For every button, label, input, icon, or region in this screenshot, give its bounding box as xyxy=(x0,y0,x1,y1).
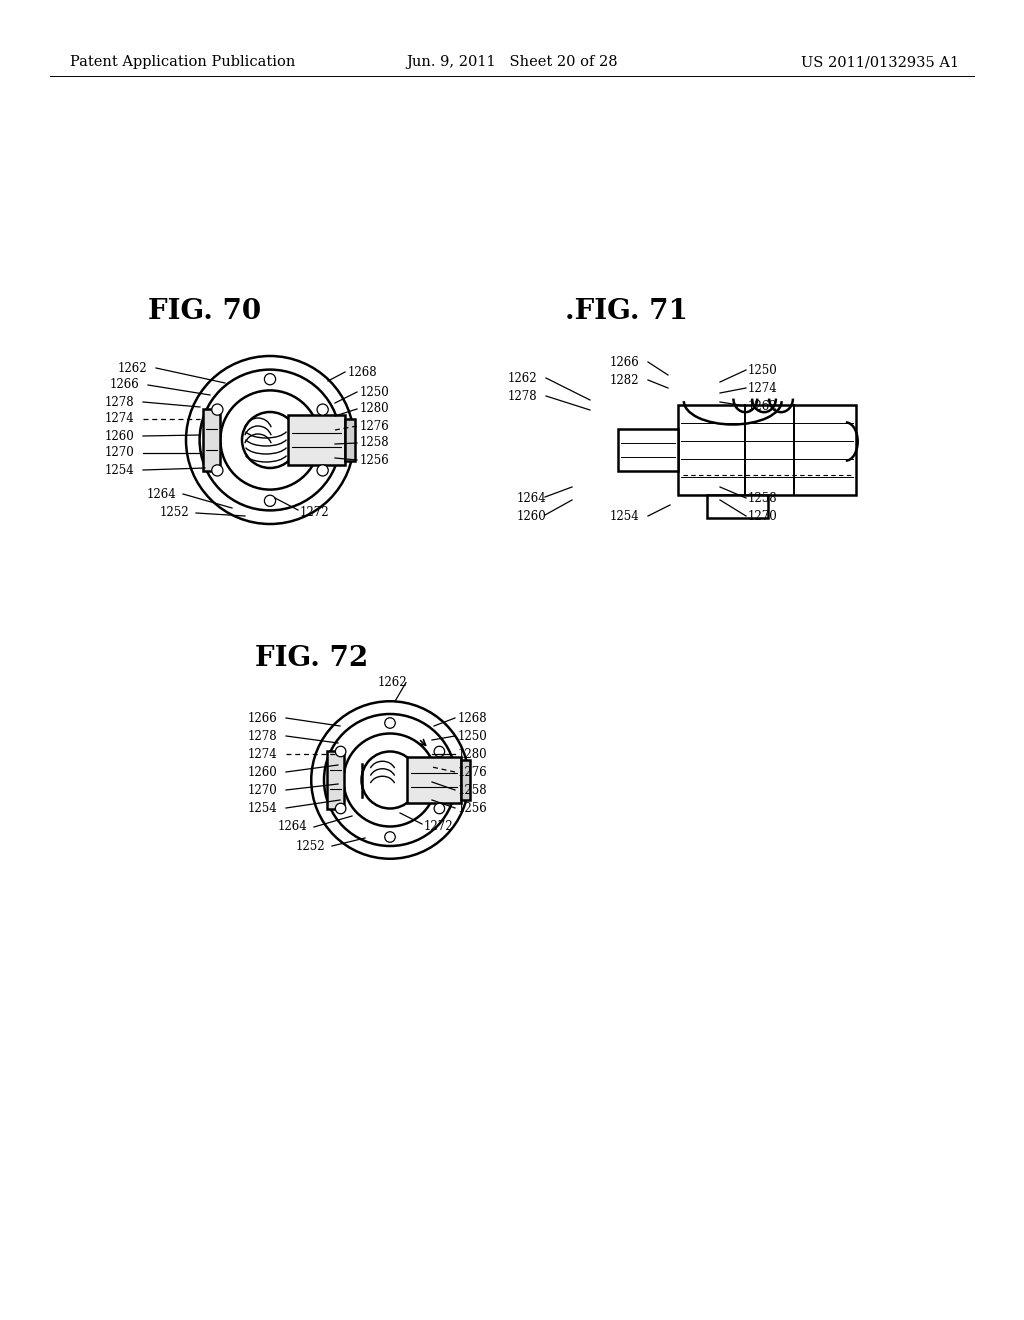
Circle shape xyxy=(317,404,329,416)
Text: 1260: 1260 xyxy=(248,766,278,779)
Text: 1270: 1270 xyxy=(748,510,778,523)
Text: 1260: 1260 xyxy=(105,429,135,442)
Text: 1270: 1270 xyxy=(105,446,135,459)
Bar xyxy=(618,429,678,471)
Text: FIG. 70: FIG. 70 xyxy=(148,298,261,325)
Bar xyxy=(345,418,354,461)
Bar xyxy=(203,409,220,471)
Text: 1258: 1258 xyxy=(360,437,389,450)
Circle shape xyxy=(385,832,395,842)
Text: 1272: 1272 xyxy=(424,821,454,833)
Circle shape xyxy=(434,804,444,813)
Text: 1262: 1262 xyxy=(118,362,147,375)
Text: 1254: 1254 xyxy=(248,801,278,814)
Circle shape xyxy=(336,746,346,756)
Bar xyxy=(327,751,343,809)
Text: 1250: 1250 xyxy=(458,730,487,742)
Text: US 2011/0132935 A1: US 2011/0132935 A1 xyxy=(801,55,959,69)
Bar xyxy=(461,760,469,800)
Circle shape xyxy=(336,804,346,813)
Bar xyxy=(708,495,768,519)
Text: FIG. 72: FIG. 72 xyxy=(255,645,369,672)
Text: 1250: 1250 xyxy=(748,363,778,376)
Text: 1282: 1282 xyxy=(610,374,640,387)
Circle shape xyxy=(264,495,275,507)
Text: 1276: 1276 xyxy=(458,766,487,779)
Text: 1260: 1260 xyxy=(517,510,547,523)
Text: 1268: 1268 xyxy=(458,711,487,725)
Text: Jun. 9, 2011   Sheet 20 of 28: Jun. 9, 2011 Sheet 20 of 28 xyxy=(407,55,617,69)
Text: 1274: 1274 xyxy=(748,381,778,395)
Text: 1278: 1278 xyxy=(248,730,278,742)
Circle shape xyxy=(264,374,275,385)
Text: 1274: 1274 xyxy=(248,747,278,760)
Text: 1272: 1272 xyxy=(300,507,330,520)
Text: 1274: 1274 xyxy=(105,412,135,425)
Text: 1262: 1262 xyxy=(748,400,777,412)
Circle shape xyxy=(311,701,469,859)
Text: 1280: 1280 xyxy=(458,747,487,760)
Text: 1264: 1264 xyxy=(278,821,308,833)
Text: 1262: 1262 xyxy=(378,676,408,689)
Text: 1280: 1280 xyxy=(360,403,389,416)
Text: 1250: 1250 xyxy=(360,385,390,399)
Text: 1266: 1266 xyxy=(248,711,278,725)
Circle shape xyxy=(434,746,444,756)
Text: 1254: 1254 xyxy=(610,510,640,523)
Text: .FIG. 71: .FIG. 71 xyxy=(565,298,688,325)
Text: 1266: 1266 xyxy=(610,355,640,368)
Text: 1254: 1254 xyxy=(105,463,135,477)
Text: 1252: 1252 xyxy=(160,507,189,520)
Text: 1258: 1258 xyxy=(748,491,777,504)
Text: 1258: 1258 xyxy=(458,784,487,796)
Text: 1262: 1262 xyxy=(508,371,538,384)
Text: 1264: 1264 xyxy=(147,487,177,500)
Circle shape xyxy=(317,465,329,477)
Circle shape xyxy=(212,404,223,416)
Text: 1278: 1278 xyxy=(508,389,538,403)
Text: 1278: 1278 xyxy=(105,396,134,408)
Circle shape xyxy=(186,356,354,524)
Text: 1276: 1276 xyxy=(360,420,390,433)
Circle shape xyxy=(212,465,223,477)
Text: 1268: 1268 xyxy=(348,366,378,379)
Text: 1256: 1256 xyxy=(360,454,390,466)
Text: 1256: 1256 xyxy=(458,801,487,814)
Bar xyxy=(288,416,345,465)
Text: 1270: 1270 xyxy=(248,784,278,796)
Text: 1252: 1252 xyxy=(296,840,326,853)
Bar xyxy=(678,405,856,495)
Text: 1264: 1264 xyxy=(517,491,547,504)
Bar xyxy=(407,756,461,804)
Circle shape xyxy=(385,718,395,729)
Text: Patent Application Publication: Patent Application Publication xyxy=(70,55,295,69)
Text: 1266: 1266 xyxy=(110,379,139,392)
